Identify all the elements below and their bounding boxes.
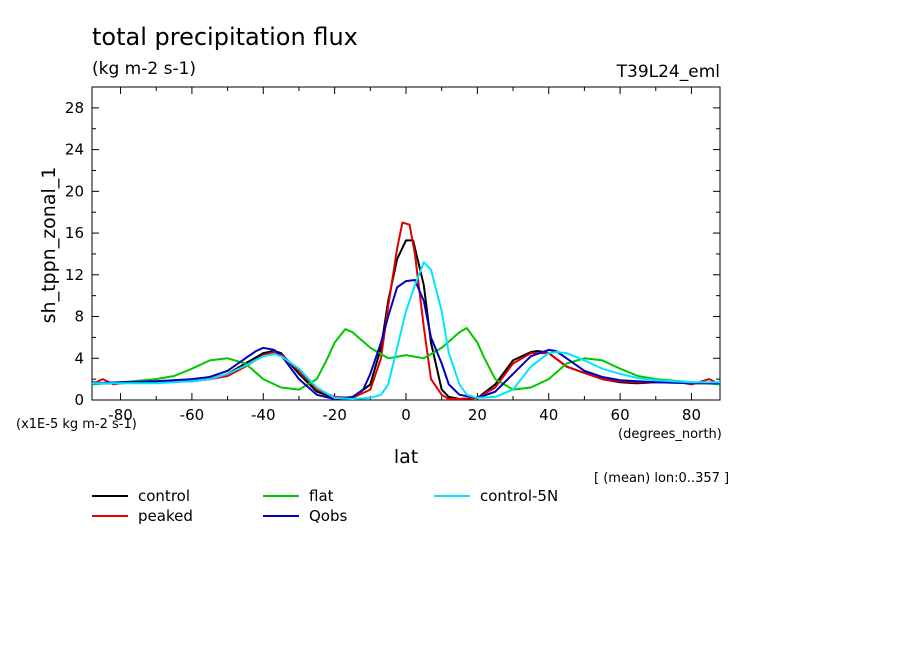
x-tick-label: 60 (611, 406, 630, 424)
legend-label: Qobs (309, 507, 348, 525)
x-tick-label: 0 (401, 406, 411, 424)
series-line-flat (91, 327, 721, 391)
chart-units: (kg m-2 s-1) (92, 59, 196, 79)
series-lines (91, 221, 721, 400)
legend-label: control-5N (480, 487, 558, 505)
x-tick-label: -80 (108, 406, 133, 424)
x-axis-units: (degrees_north) (618, 427, 722, 442)
x-tick-label: -40 (251, 406, 276, 424)
legend-label: control (138, 487, 190, 505)
series-line-control-5n (92, 261, 720, 400)
averaging-note: [ (mean) lon:0..357 ] (594, 471, 729, 486)
y-tick-labels: 0 4 8 12 16 20 24 28 (65, 99, 84, 409)
y-tick-label: 16 (65, 224, 84, 242)
y-tick-label: 0 (74, 391, 84, 409)
legend-label: peaked (138, 507, 193, 525)
y-scale-note: (x1E-5 kg m-2 s-1) (16, 417, 137, 432)
x-axis-label: lat (394, 446, 418, 468)
chart-title: total precipitation flux (92, 23, 358, 51)
y-axis-label: sh_tppn_zonal_1 (38, 167, 60, 324)
legend-label: flat (309, 487, 334, 505)
y-tick-label: 28 (65, 99, 84, 117)
y-tick-label: 12 (65, 266, 84, 284)
x-tick-labels: -80 -60 -40 -20 0 20 40 60 80 (108, 406, 701, 424)
plot-frame (91, 86, 721, 401)
legend: control peaked flat Qobs control-5N (92, 487, 558, 525)
x-tick-label: -60 (180, 406, 205, 424)
y-tick-label: 8 (74, 308, 84, 326)
y-tick-label: 24 (65, 141, 84, 159)
x-tick-label: 20 (468, 406, 487, 424)
x-tick-label: -20 (322, 406, 347, 424)
x-tick-label: 80 (682, 406, 701, 424)
y-tick-label: 4 (74, 349, 84, 367)
series-line-qobs (91, 279, 720, 400)
axis-ticks (92, 86, 720, 401)
y-tick-label: 20 (65, 182, 84, 200)
run-label: T39L24_eml (616, 62, 720, 82)
x-tick-label: 40 (539, 406, 558, 424)
